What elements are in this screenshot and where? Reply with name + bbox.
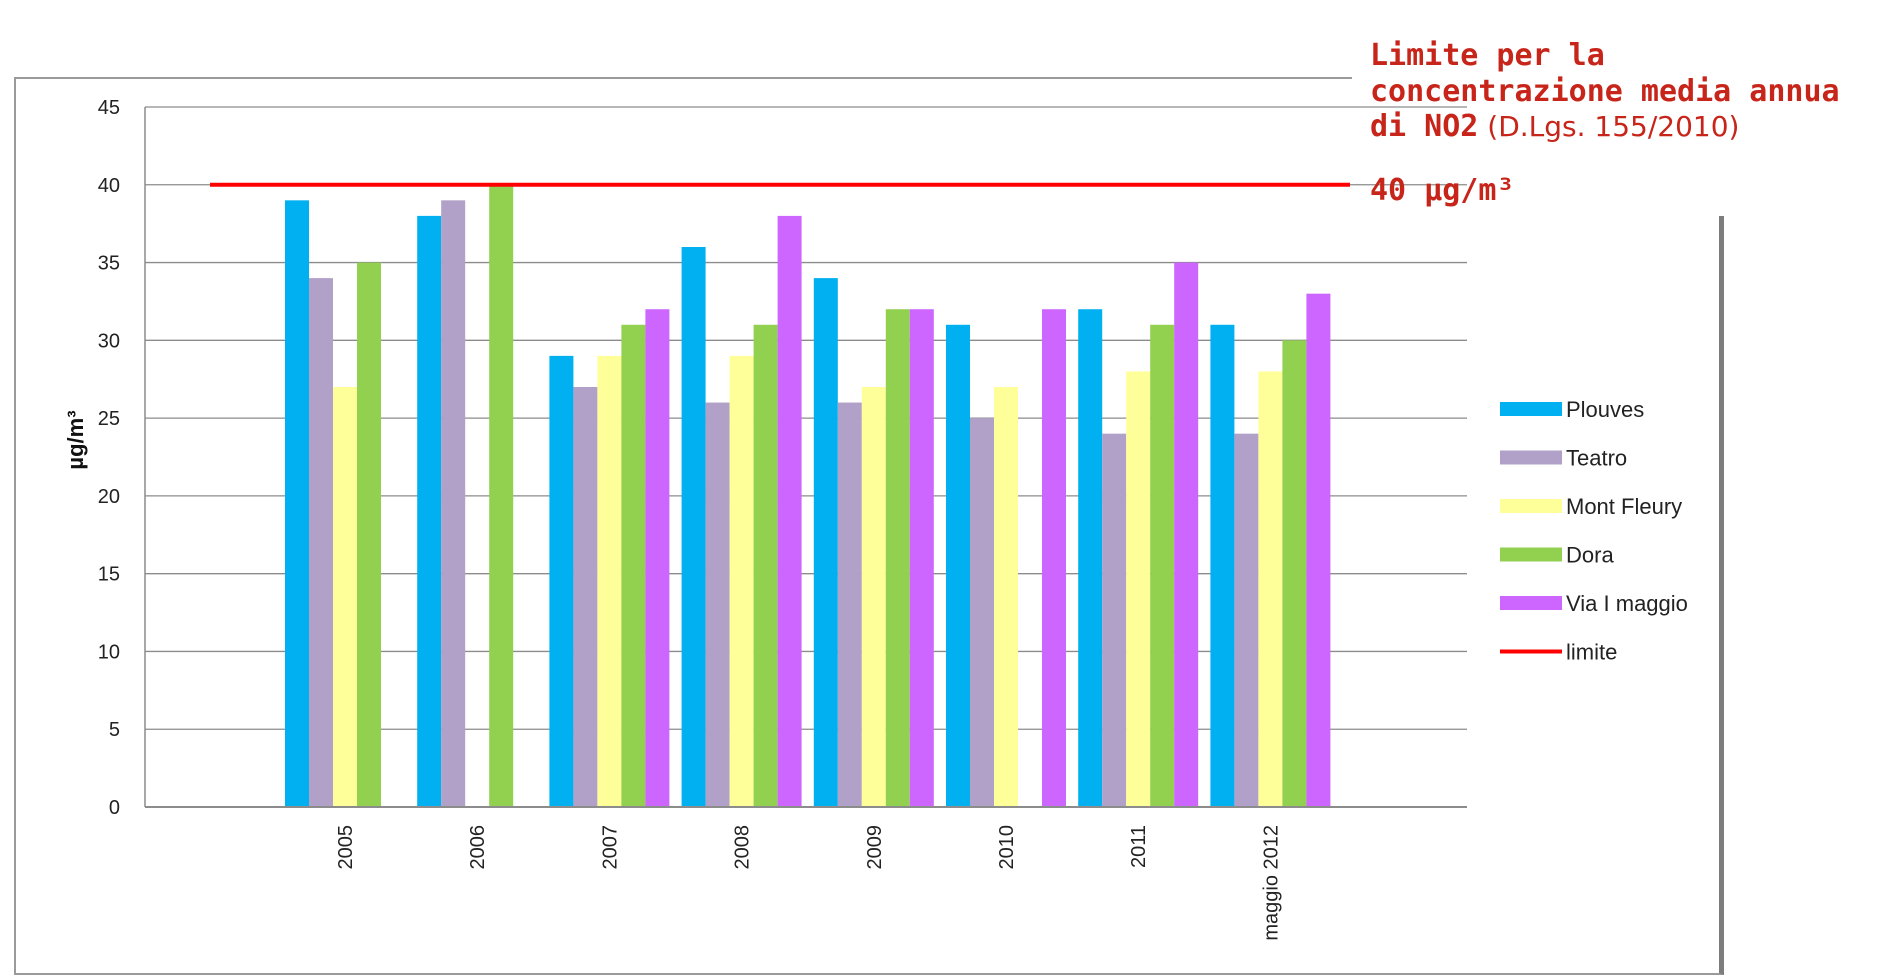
bar: [1042, 309, 1066, 807]
y-tick-label: 15: [98, 564, 120, 586]
legend-label: Teatro: [1566, 446, 1627, 471]
bar: [417, 215, 442, 807]
bar: [309, 278, 333, 808]
bar: [333, 387, 357, 807]
bar: [753, 324, 778, 807]
x-tick-label: 2005: [335, 825, 357, 870]
bar: [1078, 309, 1103, 807]
bars: [285, 184, 1331, 808]
bar: [861, 387, 886, 807]
y-tick-label: 20: [98, 486, 120, 508]
bar: [777, 215, 802, 807]
legend-label: Dora: [1566, 543, 1614, 568]
x-axis-ticks: 2005 2006 2007 2008 2009 2010 2011 maggio 2012: [335, 825, 1282, 941]
bar: [681, 247, 706, 807]
bar: [837, 402, 862, 807]
bar: [621, 324, 646, 807]
legend-swatch: [1500, 402, 1562, 416]
x-tick-label: 2009: [864, 825, 886, 870]
x-tick-label: 2008: [732, 825, 754, 870]
bar: [729, 355, 754, 807]
bar: [645, 309, 670, 807]
bar: [357, 262, 381, 807]
bar: [573, 387, 598, 807]
x-tick-label: maggio 2012: [1260, 825, 1282, 941]
bar: [885, 309, 910, 807]
bar: [909, 309, 934, 807]
legend-swatch: [1500, 547, 1562, 562]
legend-swatch: [1500, 596, 1562, 610]
y-tick-label: 10: [98, 641, 120, 663]
x-tick-label: 2006: [467, 825, 489, 870]
bar: [1258, 371, 1283, 807]
annotation-law: (D.Lgs. 155/2010): [1478, 110, 1739, 143]
bar: [489, 184, 514, 807]
y-tick-label: 30: [98, 330, 120, 352]
bar: [441, 200, 466, 808]
annotation-line-2-text: concentrazione media annua: [1370, 74, 1840, 109]
annotation-line-1: Limite per la: [1370, 38, 1605, 73]
x-tick-label: 2011: [1128, 825, 1150, 868]
y-tick-label: 45: [98, 97, 120, 119]
annotation-value: 40 µg/m³: [1370, 173, 1515, 208]
bar: [705, 402, 730, 807]
legend-label: Via I maggio: [1566, 591, 1688, 616]
legend-swatch: [1500, 499, 1562, 513]
y-tick-label: 25: [98, 408, 120, 430]
x-tick-label: 2007: [599, 825, 621, 870]
bar: [285, 200, 309, 808]
bar: [549, 355, 574, 807]
y-axis-label: µg/m³: [63, 410, 88, 469]
legend-swatch: [1500, 450, 1562, 465]
bar: [597, 355, 622, 807]
annotation-line-2: concentrazione media annua: [1370, 74, 1840, 109]
bar: [1102, 433, 1127, 807]
bar: [1234, 433, 1259, 807]
bar: [1174, 262, 1199, 807]
bar: [994, 387, 1018, 807]
y-tick-label: 40: [98, 175, 120, 197]
bar: [946, 324, 970, 807]
y-tick-label: 0: [109, 797, 120, 819]
bar: [1210, 324, 1235, 807]
bar: [970, 418, 994, 807]
y-tick-label: 35: [98, 253, 120, 275]
legend: Plouves Teatro Mont Fleury Dora Via I maggio…: [1500, 397, 1688, 665]
legend-label: Mont Fleury: [1566, 494, 1682, 519]
bar: [1306, 293, 1331, 808]
limit-annotation: Limite per la concentrazione media annua…: [1370, 38, 1840, 208]
legend-label: limite: [1566, 640, 1617, 665]
bar: [813, 278, 838, 808]
y-tick-label: 5: [109, 719, 120, 741]
x-tick-label: 2010: [996, 825, 1018, 870]
bar: [1282, 340, 1307, 807]
bar: [1126, 371, 1151, 807]
annotation-no2: di NO2: [1370, 109, 1478, 144]
bar: [1150, 324, 1175, 807]
annotation-line-3: di NO2 (D.Lgs. 155/2010): [1370, 109, 1739, 144]
annotation-background: [1352, 20, 1877, 216]
legend-label: Plouves: [1566, 397, 1644, 422]
y-axis-ticks: 0 5 10 15 20 25 30 35 40 45: [98, 97, 120, 819]
